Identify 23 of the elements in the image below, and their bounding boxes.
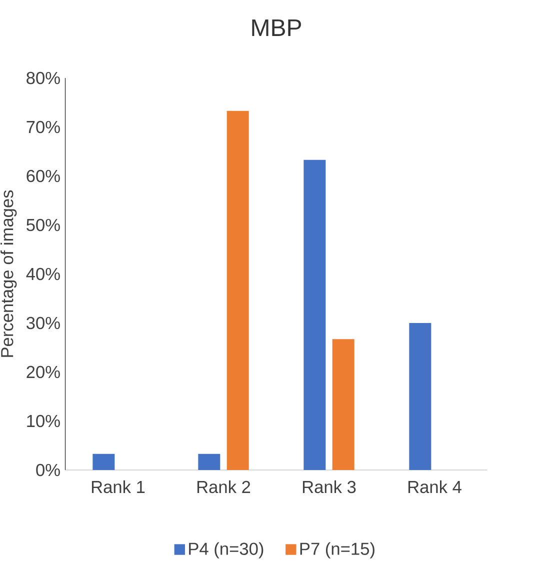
y-tick-label: 10% bbox=[27, 414, 60, 428]
y-tick-label: 80% bbox=[26, 72, 60, 84]
legend-label: P4 (n=30) bbox=[189, 542, 264, 558]
y-tick-label: 30% bbox=[26, 316, 60, 330]
bar bbox=[332, 339, 354, 470]
x-tick-label: Rank 4 bbox=[408, 480, 462, 494]
bar bbox=[409, 323, 432, 470]
x-tick-label: Rank 1 bbox=[92, 480, 145, 494]
x-tick-label: Rank 2 bbox=[197, 480, 250, 494]
bar bbox=[226, 110, 249, 470]
y-axis-title: Percentage of images bbox=[0, 190, 17, 357]
legend-label: P7 (n=15) bbox=[300, 542, 374, 558]
bar bbox=[304, 160, 326, 470]
bar bbox=[198, 454, 220, 470]
chart-title: MBP bbox=[252, 19, 301, 36]
y-tick-label: 40% bbox=[26, 268, 60, 280]
y-tick-label: 0% bbox=[36, 464, 60, 476]
y-tick-label: 20% bbox=[26, 366, 60, 378]
y-tick-label: 70% bbox=[26, 120, 60, 134]
y-tick-label: 50% bbox=[26, 218, 60, 232]
x-tick-label: Rank 3 bbox=[302, 480, 356, 494]
bar bbox=[92, 454, 115, 470]
y-tick-label: 60% bbox=[26, 170, 60, 182]
